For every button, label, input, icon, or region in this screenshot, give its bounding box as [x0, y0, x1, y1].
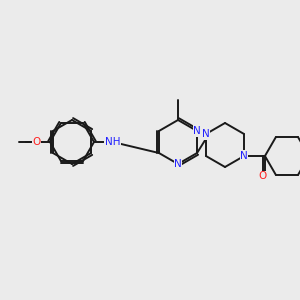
Text: NH: NH: [105, 137, 121, 147]
Text: N: N: [240, 151, 248, 161]
Text: N: N: [202, 129, 210, 139]
Text: O: O: [33, 137, 41, 147]
Text: N: N: [174, 159, 182, 169]
Text: N: N: [193, 126, 201, 136]
Text: O: O: [259, 171, 267, 182]
